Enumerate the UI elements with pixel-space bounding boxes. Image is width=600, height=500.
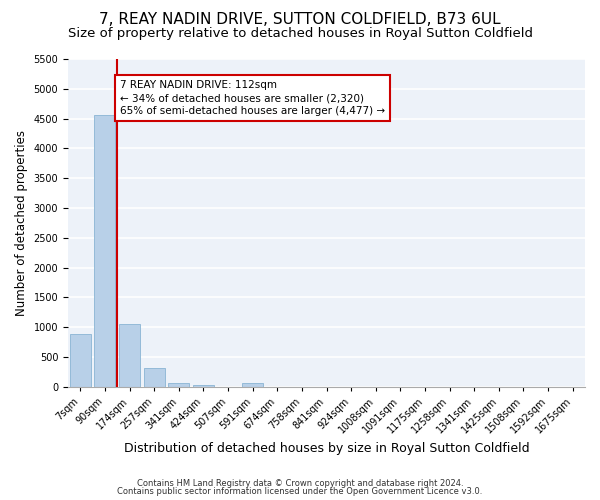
Bar xyxy=(144,368,164,387)
Text: 7, REAY NADIN DRIVE, SUTTON COLDFIELD, B73 6UL: 7, REAY NADIN DRIVE, SUTTON COLDFIELD, B… xyxy=(99,12,501,28)
Y-axis label: Number of detached properties: Number of detached properties xyxy=(15,130,28,316)
Bar xyxy=(70,334,91,387)
Bar xyxy=(193,385,214,387)
Text: Contains public sector information licensed under the Open Government Licence v3: Contains public sector information licen… xyxy=(118,487,482,496)
Bar xyxy=(94,115,115,387)
Text: Size of property relative to detached houses in Royal Sutton Coldfield: Size of property relative to detached ho… xyxy=(67,28,533,40)
Text: 7 REAY NADIN DRIVE: 112sqm
← 34% of detached houses are smaller (2,320)
65% of s: 7 REAY NADIN DRIVE: 112sqm ← 34% of deta… xyxy=(120,80,385,116)
Bar xyxy=(242,383,263,387)
X-axis label: Distribution of detached houses by size in Royal Sutton Coldfield: Distribution of detached houses by size … xyxy=(124,442,529,455)
Bar xyxy=(119,324,140,387)
Text: Contains HM Land Registry data © Crown copyright and database right 2024.: Contains HM Land Registry data © Crown c… xyxy=(137,478,463,488)
Bar xyxy=(169,382,189,387)
